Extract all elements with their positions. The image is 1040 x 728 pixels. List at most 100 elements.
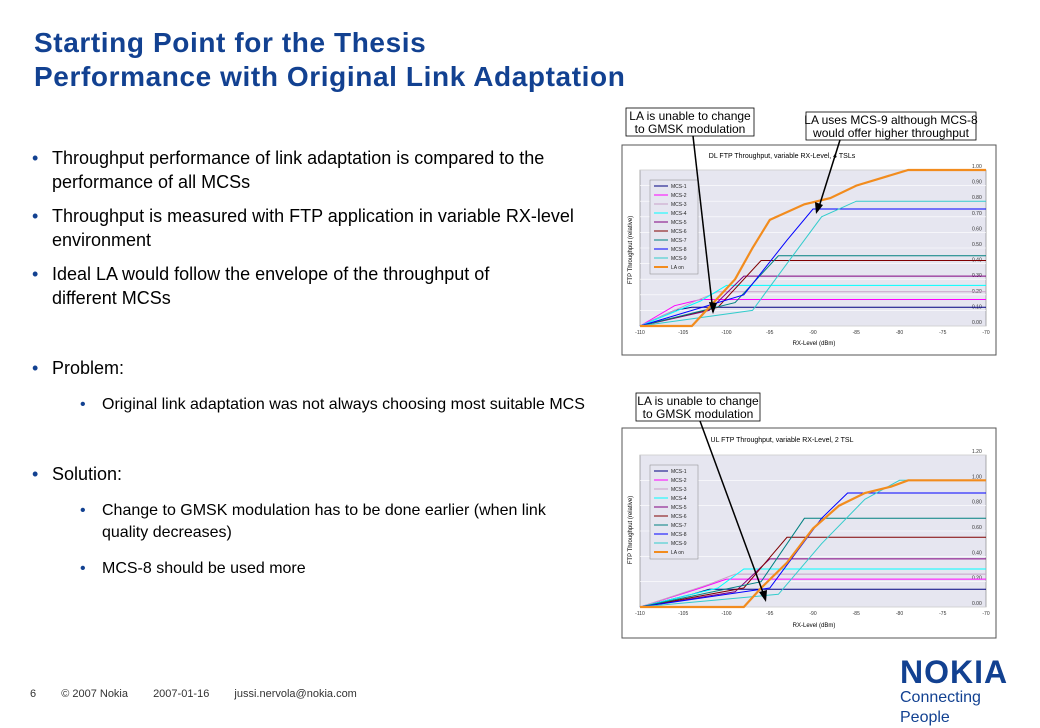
legend-entry: MCS-1 [671, 469, 687, 475]
bullet-list: Throughput performance of link adaptatio… [32, 146, 585, 580]
logo-brand: NOKIA [900, 654, 1009, 690]
series-line-la-on [640, 168, 986, 328]
chart-dl-marks: 0.000.100.200.300.400.500.600.700.800.90… [635, 164, 990, 336]
legend-entry: MCS-9 [671, 541, 687, 547]
callout-text: LA is unable to change [637, 394, 759, 408]
chart-ul: 0.000.200.400.600.801.001.20-110 -105 -100… [621, 427, 997, 639]
series-line-mcs-3 [639, 573, 986, 608]
y-tick-label: 1.00 [972, 474, 982, 480]
callout-arrow [692, 135, 714, 313]
y-tick-label: 0.50 [972, 242, 982, 248]
callout-text: would offer higher throughput [812, 126, 970, 140]
legend-entry: MCS-4 [671, 211, 687, 217]
sub-bullet-item: MCS-8 should be used more [32, 558, 572, 580]
x-tick-label: -75 [939, 330, 946, 336]
legend-entry: MCS-7 [671, 238, 687, 244]
callout-text: LA is unable to change [629, 109, 751, 123]
x-tick-label: -90 [809, 330, 816, 336]
series-line-mcs-7 [639, 517, 986, 608]
legend-entry: MCS-5 [671, 505, 687, 511]
x-tick-label: -105 [678, 611, 688, 617]
chart-ul-marks: 0.000.200.400.600.801.001.20-110 -105 -100… [635, 449, 990, 617]
arrow-head-icon [815, 202, 823, 214]
x-tick-label: -70 [982, 330, 989, 336]
x-tick-label: -90 [809, 611, 816, 617]
legend-entry: LA on [671, 550, 684, 556]
footer-copyright: © 2007 Nokia [61, 688, 128, 700]
x-tick-label: -100 [721, 611, 731, 617]
footer: 6 © 2007 Nokia 2007-01-16 jussi.nervola@… [30, 688, 379, 700]
series-line-mcs-8 [639, 492, 986, 608]
y-tick-label: 0.60 [972, 525, 982, 531]
series-line-la-on [640, 479, 986, 609]
x-tick-label: -95 [766, 611, 773, 617]
y-tick-label: 0.90 [972, 180, 982, 186]
series-line-mcs-3 [639, 291, 986, 327]
x-tick-label: -85 [853, 611, 860, 617]
legend-entry: LA on [671, 265, 684, 271]
legend-entry: MCS-6 [671, 229, 687, 235]
footer-email: jussi.nervola@nokia.com [234, 688, 357, 700]
y-tick-label: 0.40 [972, 550, 982, 556]
callout-arrow [699, 420, 766, 599]
x-tick-label: -70 [982, 611, 989, 617]
y-tick-label: 0.00 [972, 320, 982, 326]
legend-entry: MCS-7 [671, 523, 687, 529]
bullet-item: Throughput performance of link adaptatio… [32, 146, 562, 194]
callout-text: LA uses MCS-9 although MCS-8 [804, 113, 978, 127]
legend-entry: MCS-6 [671, 514, 687, 520]
x-tick-label: -80 [896, 611, 903, 617]
arrow-head-icon [759, 590, 767, 602]
legend-entry: MCS-2 [671, 478, 687, 484]
chart-dl-xlabel: RX-Level (dBm) [793, 341, 836, 347]
legend-entry: MCS-4 [671, 496, 687, 502]
y-tick-label: 0.60 [972, 226, 982, 232]
y-tick-label: 0.00 [972, 601, 982, 607]
x-tick-label: -100 [721, 330, 731, 336]
callout-text: to GMSK modulation [635, 122, 746, 136]
bullet-item: Problem: [32, 356, 572, 380]
x-tick-label: -95 [766, 330, 773, 336]
bullet-item: Ideal LA would follow the envelope of th… [32, 262, 532, 310]
arrow-head-icon [709, 302, 717, 314]
callout-top-right: LA uses MCS-9 although MCS-8 would offer… [804, 111, 978, 214]
legend-entry: MCS-2 [671, 193, 687, 199]
title-line-1: Starting Point for the Thesis [34, 27, 427, 58]
x-tick-label: -110 [635, 330, 645, 336]
chart-ul-title: UL FTP Throughput, variable RX-Level, 2 … [711, 437, 854, 444]
y-tick-label: 1.00 [972, 164, 982, 170]
logo-tagline: Connecting People [900, 689, 981, 726]
chart-dl-title: DL FTP Throughput, variable RX-Level, 4 … [709, 153, 856, 160]
y-tick-label: 0.80 [972, 195, 982, 201]
x-tick-label: -75 [939, 611, 946, 617]
bullet-item: Solution: [32, 462, 572, 486]
y-tick-label: 0.70 [972, 211, 982, 217]
chart-dl-ylabel: FTP Throughput (relative) [628, 216, 634, 284]
callout-top-left: LA is unable to change to GMSK modulatio… [625, 107, 755, 314]
legend-entry: MCS-3 [671, 202, 687, 208]
legend-entry: MCS-3 [671, 487, 687, 493]
x-tick-label: -80 [896, 330, 903, 336]
sub-bullet-item: Change to GMSK modulation has to be done… [32, 500, 572, 544]
chart-dl: 0.000.100.200.300.400.500.600.700.800.90… [621, 144, 997, 356]
legend-entry: MCS-9 [671, 256, 687, 262]
series-line-mcs-4 [639, 568, 986, 608]
nokia-logo: NOKIA Connecting People [900, 654, 1030, 726]
page-number: 6 [30, 688, 37, 700]
legend-entry: MCS-5 [671, 220, 687, 226]
legend-entry: MCS-8 [671, 247, 687, 253]
title-line-2: Performance with Original Link Adaptatio… [34, 61, 626, 92]
series-line-mcs-8 [639, 208, 986, 327]
footer-date: 2007-01-16 [153, 688, 210, 700]
x-tick-label: -85 [853, 330, 860, 336]
sub-bullet-item: Original link adaptation was not always … [32, 394, 592, 416]
x-tick-label: -110 [635, 611, 645, 617]
y-tick-label: 0.80 [972, 500, 982, 506]
chart-ul-xlabel: RX-Level (dBm) [793, 623, 836, 629]
chart-ul-ylabel: FTP Throughput (relative) [628, 496, 634, 564]
legend-entry: MCS-8 [671, 532, 687, 538]
series-line-mcs-5 [639, 558, 986, 608]
series-line-mcs-4 [639, 284, 986, 327]
slide-title: Starting Point for the Thesis Performanc… [34, 26, 625, 94]
